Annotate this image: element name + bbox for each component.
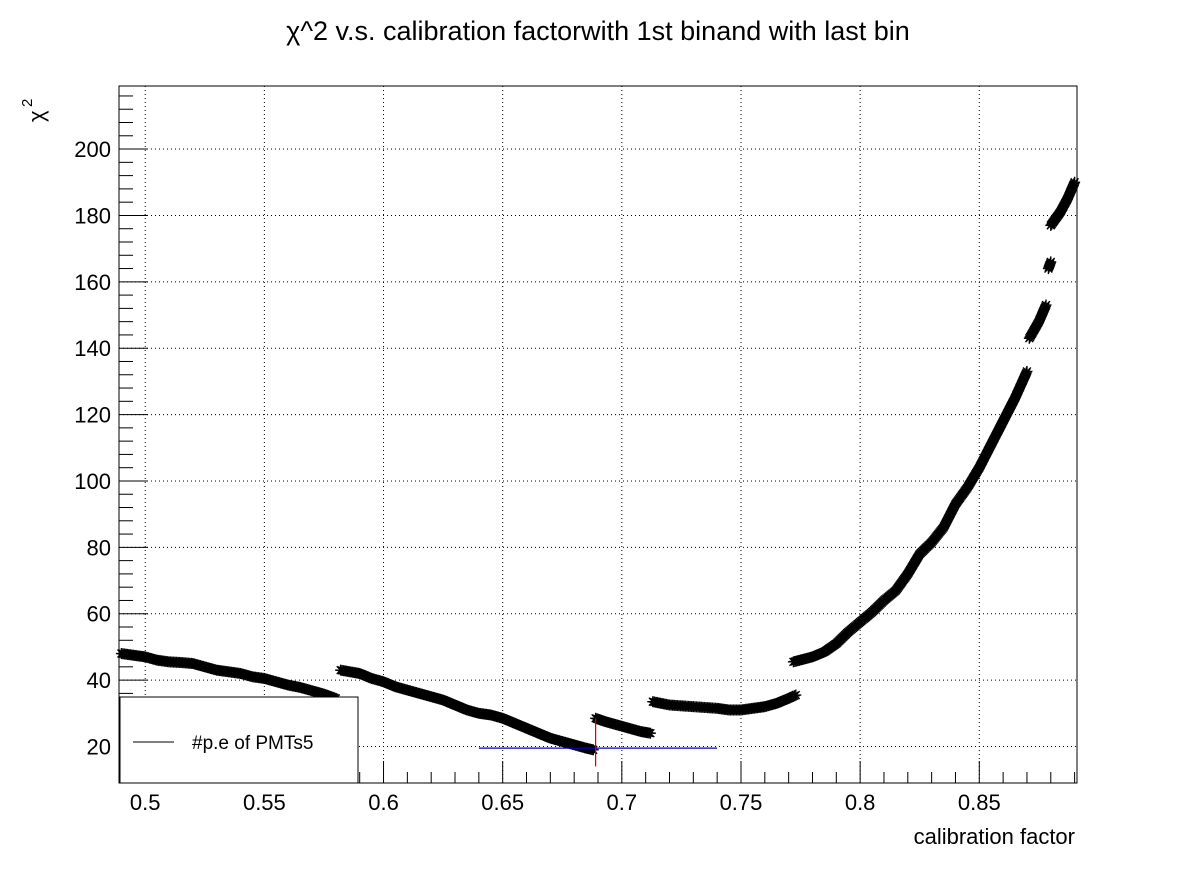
x-tick-label: 0.55	[243, 790, 286, 815]
x-axis-label: calibration factor	[914, 824, 1075, 849]
axis-ticks: 0.5 0.55 0.6 0.65 0.7 0.75 0.8 0.85 20 40 60 80 100 1…	[74, 95, 1076, 815]
legend: #p.e of PMTs5	[119, 696, 359, 784]
data-points	[115, 176, 1081, 756]
y-tick-label: 120	[74, 403, 111, 428]
data-point	[587, 744, 599, 756]
x-tick-label: 0.6	[368, 790, 399, 815]
y-tick-label: 40	[87, 668, 111, 693]
legend-entry: #p.e of PMTs5	[192, 733, 313, 754]
data-point	[1045, 256, 1057, 268]
data-point	[1021, 365, 1033, 377]
y-tick-label: 80	[87, 535, 111, 560]
data-point	[790, 689, 802, 701]
x-tick-label: 0.7	[607, 790, 638, 815]
y-tick-label: 180	[74, 203, 111, 228]
y-tick-label: 160	[74, 270, 111, 295]
minimum-markers	[478, 718, 718, 767]
x-tick-label: 0.85	[958, 790, 1001, 815]
data-point	[1040, 299, 1052, 311]
y-tick-label: 100	[74, 469, 111, 494]
data-point	[1069, 176, 1081, 188]
y-tick-label: 140	[74, 336, 111, 361]
x-tick-label: 0.75	[720, 790, 763, 815]
x-tick-label: 0.65	[481, 790, 524, 815]
data-point	[644, 727, 656, 739]
chart-title: χ^2 v.s. calibration factorwith 1st bina…	[286, 16, 910, 46]
y-tick-label: 60	[87, 602, 111, 627]
y-tick-label: 20	[87, 734, 111, 759]
legend-box	[119, 696, 359, 784]
y-axis-label: χ 2	[19, 99, 49, 122]
grid	[119, 86, 1077, 783]
y-axis-label-superscript: 2	[19, 99, 36, 107]
y-tick-label: 200	[74, 137, 111, 162]
y-axis-label-base: χ	[24, 110, 49, 122]
x-tick-label: 0.8	[845, 790, 876, 815]
x-tick-label: 0.5	[130, 790, 161, 815]
